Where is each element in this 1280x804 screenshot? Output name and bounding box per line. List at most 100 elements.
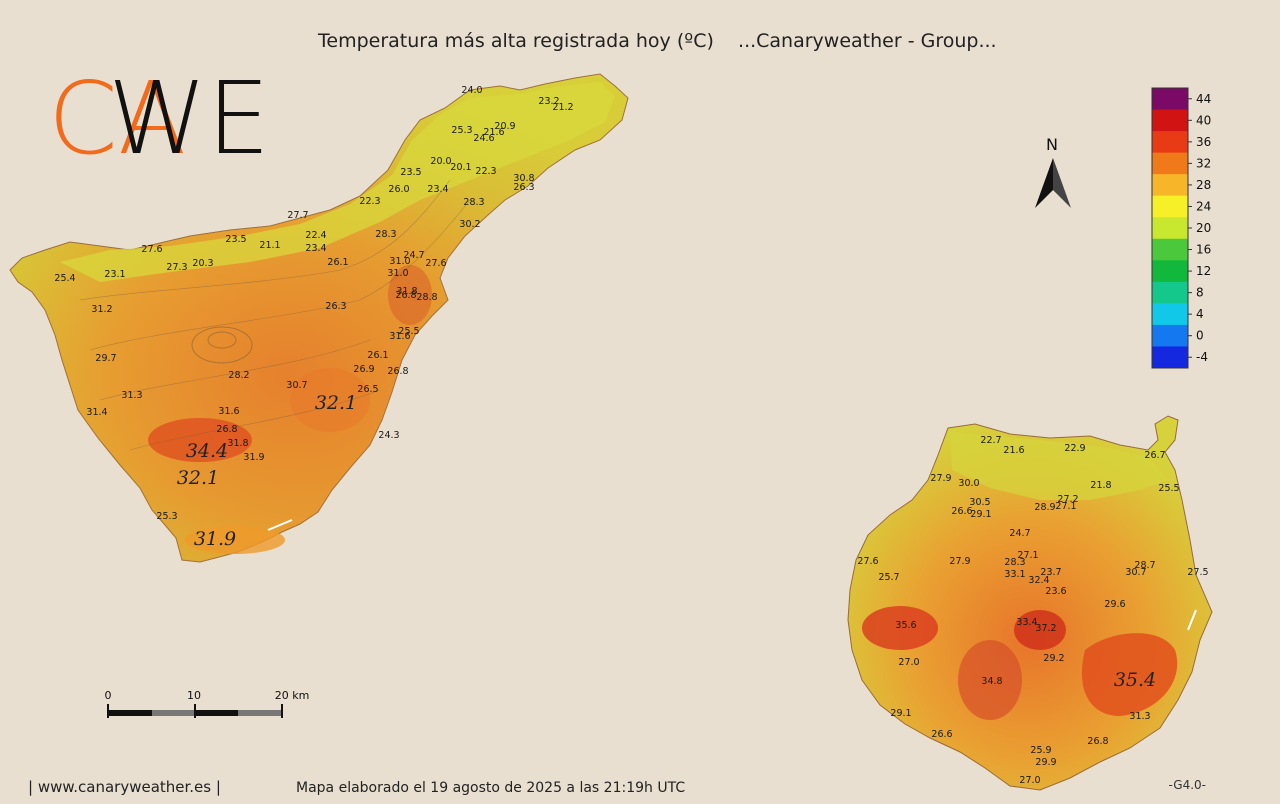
station-temp-label: 30.2 [459,219,480,230]
legend-value-label: 20 [1196,221,1211,235]
station-temp-label: 31.8 [396,286,417,297]
station-temp-label: 25.4 [54,273,75,284]
legend-swatch [1152,88,1188,111]
station-temp-label: 21.2 [552,102,573,113]
highlight-temp-label: 32.1 [177,467,219,489]
station-temp-label: 27.7 [287,210,308,221]
station-temp-label: 23.1 [104,269,125,280]
station-temp-label: 22.9 [1064,443,1085,454]
station-temp-label: 33.1 [1004,569,1025,580]
station-temp-label: 21.1 [259,240,280,251]
station-temp-label: 25.5 [398,326,419,337]
station-temp-label: 31.0 [389,256,410,267]
station-temp-label: 22.7 [980,435,1001,446]
station-temp-label: 21.6 [1003,445,1024,456]
station-temp-label: 30.5 [969,497,990,508]
station-temp-label: 27.0 [1019,775,1040,786]
station-temp-label: 34.8 [981,676,1002,687]
station-temp-label: 22.3 [359,196,380,207]
station-temp-label: 26.3 [325,301,346,312]
station-temp-label: 31.0 [387,268,408,279]
station-temp-label: 21.8 [1090,480,1111,491]
legend-value-label: 0 [1196,329,1204,343]
logo-letters-we: WE [108,60,270,177]
station-temp-label: 21.6 [483,127,504,138]
station-temp-label: 23.4 [427,184,448,195]
legend-swatch [1152,346,1188,369]
station-temp-label: 33.4 [1016,617,1037,628]
gran-canaria-island [847,415,1213,791]
station-temp-label: 27.1 [1017,550,1038,561]
station-temp-label: 27.6 [141,244,162,255]
station-temp-label: 30.7 [286,380,307,391]
station-temp-label: 28.3 [463,197,484,208]
station-temp-label: 22.3 [475,166,496,177]
station-temp-label: 28.3 [375,229,396,240]
legend-value-label: 16 [1196,243,1211,257]
station-temp-label: 25.7 [878,572,899,583]
station-temp-label: 24.7 [403,250,424,261]
station-temp-label: 30.0 [958,478,979,489]
station-temp-label: 23.6 [1045,586,1066,597]
station-temp-label: 23.2 [538,96,559,107]
legend-swatch [1152,174,1188,197]
highlight-temp-label: 31.9 [194,528,236,550]
highlight-temp-label: 34.4 [186,440,228,462]
station-temp-label: 25.3 [451,125,472,136]
station-temp-label: 27.5 [1187,567,1208,578]
station-temp-label: 27.6 [857,556,878,567]
highlight-temp-label: 32.1 [315,392,357,414]
station-temp-label: 27.9 [930,473,951,484]
station-temp-label: 26.1 [367,350,388,361]
station-temp-label: 27.2 [1057,494,1078,505]
footer-site[interactable]: | www.canaryweather.es | [28,778,221,796]
station-temp-label: 31.2 [91,304,112,315]
legend-value-label: 28 [1196,178,1211,192]
station-temp-label: 27.0 [898,657,919,668]
station-temp-label: 23.5 [225,234,246,245]
highlight-temp-label: 35.4 [1114,669,1156,691]
station-temp-label: 27.1 [1055,501,1076,512]
station-temp-label: 31.8 [227,438,248,449]
legend-swatch [1152,131,1188,154]
scale-bar: 0 10 20 km [105,689,310,718]
station-temp-label: 25.3 [156,511,177,522]
station-temp-label: 31.9 [243,452,264,463]
legend-value-label: 36 [1196,135,1211,149]
legend-value-label: 12 [1196,264,1211,278]
station-temp-label: 28.7 [1134,560,1155,571]
station-temp-label: 29.9 [1035,757,1056,768]
station-temp-label: 31.4 [86,407,107,418]
legend-value-label: 44 [1196,92,1211,106]
station-temp-label: 29.1 [970,509,991,520]
station-temp-label: 20.0 [430,156,451,167]
station-temp-label: 26.0 [388,184,409,195]
legend-swatch [1152,324,1188,347]
station-temp-label: 20.1 [450,162,471,173]
legend-swatch [1152,260,1188,283]
grancanaria-station-labels: 22.721.6 22.9 26.7 27.9 30.0 21.8 25.5 30.5 27.2… [857,435,1208,786]
legend-value-label: -4 [1196,350,1208,364]
station-temp-label: 29.2 [1043,653,1064,664]
tenerife-highlight-labels: 32.1 34.4 32.1 31.9 [177,392,357,550]
station-temp-label: 28.9 [1034,502,1055,513]
north-arrow-icon: N [1035,135,1071,208]
canaryweather-logo: CA WE [48,60,270,177]
station-temp-label: 26.5 [357,384,378,395]
station-temp-label: 32.4 [1028,575,1049,586]
station-temp-label: 28.3 [1004,557,1025,568]
scale-label-20: 20 km [275,689,310,702]
station-temp-label: 23.7 [1040,567,1061,578]
legend-value-label: 24 [1196,199,1211,213]
station-temp-label: 29.6 [1104,599,1125,610]
station-temp-label: 25.5 [1158,483,1179,494]
legend-value-label: 4 [1196,307,1204,321]
legend-swatch [1152,238,1188,261]
station-temp-label: 26.6 [951,506,972,517]
tenerife-station-labels: 24.0 23.221.2 25.3 21.620.924.6 20.020.1 22.3… [54,85,573,522]
station-temp-label: 30.8 [513,173,534,184]
station-temp-label: 31.3 [121,390,142,401]
station-temp-label: 26.3 [513,182,534,193]
station-temp-label: 24.7 [1009,528,1030,539]
